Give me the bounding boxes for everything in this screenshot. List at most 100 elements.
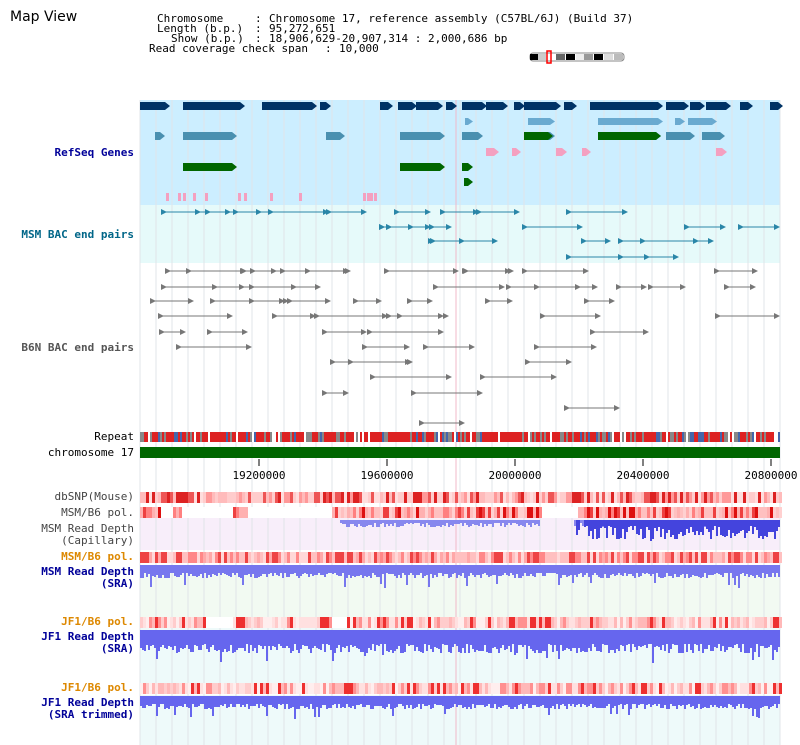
- repeat-segment: [354, 432, 356, 442]
- repeat-segment: [260, 432, 262, 442]
- polymorphism-cell: [284, 552, 287, 563]
- read-depth-bar: [466, 520, 468, 525]
- read-depth-bar: [574, 520, 576, 526]
- repeat-segment: [146, 432, 148, 442]
- read-depth-bar: [458, 565, 460, 575]
- gene-fragment: [183, 193, 186, 201]
- polymorphism-cell: [455, 492, 458, 503]
- read-depth-bar: [404, 565, 406, 575]
- polymorphism-cell: [713, 683, 716, 694]
- polymorphism-cell: [710, 492, 713, 503]
- read-depth-bar: [416, 696, 418, 707]
- polymorphism-cell: [611, 492, 614, 503]
- polymorphism-cell: [653, 507, 656, 518]
- polymorphism-cell: [269, 492, 272, 503]
- read-depth-bar: [590, 520, 592, 531]
- read-depth-bar: [416, 630, 418, 647]
- polymorphism-cell: [317, 552, 320, 563]
- polymorphism-cell: [488, 552, 491, 563]
- read-depth-bar: [674, 520, 676, 539]
- chromosome-label: Chromosome: [157, 12, 224, 25]
- repeat-segment: [390, 432, 392, 442]
- read-depth-bar: [630, 565, 632, 574]
- read-depth-bar: [398, 630, 400, 646]
- polymorphism-cell: [578, 507, 581, 518]
- polymorphism-cell: [257, 617, 260, 628]
- polymorphism-cell: [629, 617, 632, 628]
- read-depth-bar: [774, 630, 776, 650]
- polymorphism-cell: [356, 492, 359, 503]
- repeat-segment: [564, 432, 566, 442]
- read-depth-bar: [752, 565, 754, 576]
- polymorphism-cell: [392, 507, 395, 518]
- repeat-segment: [562, 432, 564, 442]
- read-depth-bar: [440, 696, 442, 705]
- read-depth-bar: [520, 696, 522, 704]
- polymorphism-cell: [389, 492, 392, 503]
- read-depth-bar: [456, 565, 458, 578]
- polymorphism-cell: [476, 617, 479, 628]
- read-depth-bar: [364, 520, 366, 527]
- read-depth-bar: [576, 696, 578, 705]
- polymorphism-cell: [359, 617, 362, 628]
- read-depth-bar: [252, 696, 254, 706]
- read-depth-bar: [388, 520, 390, 526]
- read-depth-bar: [368, 520, 370, 525]
- repeat-segment: [322, 432, 324, 442]
- ideogram-band: [556, 54, 565, 60]
- polymorphism-cell: [245, 492, 248, 503]
- repeat-segment: [616, 432, 618, 442]
- read-depth-bar: [570, 696, 572, 706]
- read-depth-bar: [760, 520, 762, 536]
- polymorphism-cell: [533, 617, 536, 628]
- bac-end-marker: [440, 209, 446, 215]
- polymorphism-cell: [440, 617, 443, 628]
- repeat-segment: [188, 432, 190, 442]
- read-depth-bar: [482, 565, 484, 574]
- read-depth-bar: [146, 696, 148, 705]
- gene-strand-arrow: [712, 118, 717, 125]
- read-depth-bar: [534, 630, 536, 653]
- read-depth-bar: [266, 630, 268, 661]
- repeat-segment: [764, 432, 766, 442]
- bac-end-marker: [326, 209, 332, 215]
- read-depth-bar: [354, 520, 356, 526]
- polymorphism-cell: [557, 552, 560, 563]
- read-depth-bar: [324, 630, 326, 652]
- polymorphism-cell: [251, 492, 254, 503]
- gene-exon: [462, 132, 478, 140]
- polymorphism-cell: [410, 507, 413, 518]
- read-depth-bar: [354, 565, 356, 577]
- polymorphism-cell: [368, 492, 371, 503]
- read-depth-bar: [608, 565, 610, 578]
- polymorphism-cell: [398, 683, 401, 694]
- polymorphism-cell: [668, 492, 671, 503]
- polymorphism-cell: [536, 683, 539, 694]
- read-depth-bar: [726, 696, 728, 708]
- read-depth-bar: [756, 696, 758, 717]
- polymorphism-cell: [554, 492, 557, 503]
- read-depth-bar: [442, 630, 444, 644]
- read-depth-bar: [390, 696, 392, 709]
- read-depth-bar: [502, 520, 504, 523]
- gene-exon: [716, 148, 722, 156]
- polymorphism-cell: [401, 507, 404, 518]
- read-depth-bar: [358, 630, 360, 649]
- read-depth-bar: [564, 630, 566, 650]
- read-depth-bar: [150, 696, 152, 706]
- polymorphism-cell: [266, 617, 269, 628]
- bac-end-marker: [477, 390, 483, 396]
- polymorphism-cell: [638, 507, 641, 518]
- polymorphism-cell: [518, 617, 521, 628]
- polymorphism-cell: [602, 507, 605, 518]
- read-depth-bar: [514, 696, 516, 707]
- read-depth-bar: [578, 630, 580, 648]
- read-depth-bar: [552, 565, 554, 573]
- polymorphism-cell: [572, 617, 575, 628]
- read-depth-bar: [748, 630, 750, 653]
- polymorphism-cell: [647, 617, 650, 628]
- repeat-segment: [216, 432, 218, 442]
- read-depth-bar: [268, 565, 270, 574]
- polymorphism-cell: [149, 617, 152, 628]
